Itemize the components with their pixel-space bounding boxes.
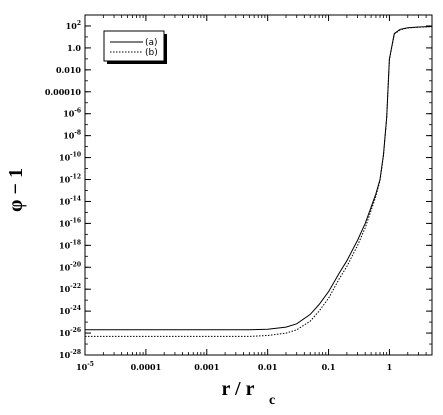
legend-label-b: (b): [145, 48, 158, 58]
series-line-b: [85, 26, 433, 337]
y-axis-title: φ − 1: [5, 168, 27, 212]
y-tick-label: 10-16: [59, 217, 81, 228]
y-tick-label: 10-24: [59, 305, 81, 316]
x-tick-label: 10-5: [76, 361, 94, 372]
series-line-a: [85, 26, 433, 331]
legend-label-a: (a): [145, 38, 158, 48]
plot-frame: [84, 14, 433, 356]
x-axis-title: r / r: [222, 378, 255, 400]
x-tick-label: 0.001: [194, 362, 219, 372]
y-tick-label: 0.010: [56, 65, 81, 75]
ticks-layer: [84, 14, 433, 356]
x-tick-label: 0.0001: [131, 362, 162, 372]
y-tick-label: 1.0: [67, 43, 81, 53]
x-tick-label: 1: [387, 362, 393, 372]
y-tick-label: 10-20: [59, 261, 81, 272]
series-layer: [85, 26, 433, 337]
y-tick-label: 10-28: [59, 349, 81, 360]
y-tick-label: 10-8: [63, 130, 81, 141]
y-tick-label: 10-18: [59, 239, 81, 250]
x-tick-label: 0.1: [322, 362, 336, 372]
legend: (a) (b): [103, 30, 167, 64]
legend-box: [103, 30, 165, 62]
y-tick-label: 10-12: [59, 174, 81, 185]
y-tick-label: 10-14: [59, 195, 81, 206]
tick-labels-layer: 10-5 0.0001 0.001 0.01 0.1 1 10-28 10-26 10-24 10…: [45, 20, 392, 372]
x-axis-title-subscript: c: [269, 393, 275, 408]
y-tick-label: 10-6: [63, 108, 81, 119]
y-tick-label: 10-22: [59, 283, 81, 294]
y-tick-label: 0.00010: [45, 87, 82, 97]
x-tick-label: 0.01: [258, 362, 277, 372]
y-tick-label: 102: [66, 20, 81, 31]
y-tick-label: 10-26: [59, 327, 81, 338]
y-tick-label: 10-10: [59, 152, 81, 163]
